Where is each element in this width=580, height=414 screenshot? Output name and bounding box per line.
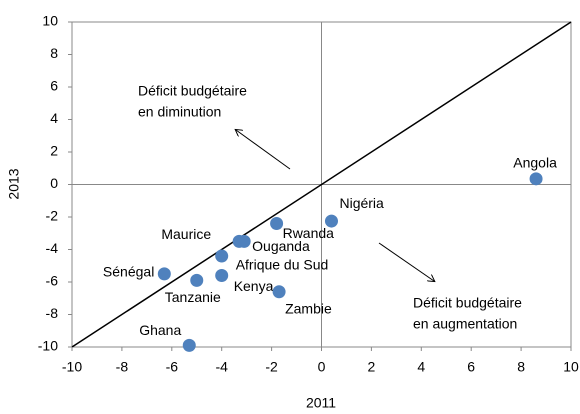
annotation: en diminution — [138, 104, 221, 120]
point — [215, 269, 229, 282]
arrow — [236, 130, 291, 170]
x-tick-label: 8 — [517, 359, 525, 375]
x-axis-title: 2011 — [306, 395, 336, 411]
point — [157, 267, 171, 281]
arrow — [378, 242, 434, 281]
x-tick-label: -2 — [265, 359, 278, 375]
point-label: Nigéria — [339, 195, 384, 211]
x-tick-label: -4 — [215, 359, 228, 375]
point-label: Zambie — [285, 300, 332, 316]
y-tick-label: 0 — [50, 175, 58, 191]
diagonal — [71, 21, 572, 348]
x-tick-label: 2 — [368, 359, 376, 375]
point — [182, 338, 196, 352]
y-tick-label: -6 — [46, 273, 59, 289]
y-tick-label: 8 — [50, 45, 58, 61]
y-axis-title: 2013 — [6, 168, 22, 199]
point — [272, 285, 286, 299]
y-tick-label: 10 — [42, 13, 58, 29]
point-label: Ghana — [139, 322, 181, 338]
x-tick-label: -6 — [166, 359, 179, 375]
point — [190, 273, 204, 287]
annotation: Déficit budgétaire — [138, 83, 247, 99]
y-tick-label: 4 — [50, 110, 58, 126]
point — [215, 249, 229, 263]
point — [324, 214, 338, 228]
point — [237, 234, 251, 248]
y-tick-label: 6 — [50, 78, 58, 94]
x-tick-label: 6 — [467, 359, 475, 375]
point-label: Maurice — [161, 226, 211, 242]
x-tick-label: -8 — [116, 359, 129, 375]
point-label: Rwanda — [283, 225, 335, 241]
point-label: Sénégal — [103, 264, 154, 280]
x-tick-label: 4 — [417, 359, 425, 375]
x-tick-label: 10 — [563, 359, 579, 375]
point — [270, 217, 284, 230]
y-tick-label: -2 — [46, 208, 59, 224]
x-tick-label: -10 — [62, 359, 82, 375]
x-tick-label: 0 — [318, 359, 326, 375]
point-label: Afrique du Sud — [236, 257, 329, 273]
y-tick-label: -4 — [46, 240, 59, 256]
point-label: Angola — [513, 155, 557, 171]
point-label: Kenya — [234, 278, 274, 294]
y-tick-label: 2 — [50, 143, 58, 159]
point-label: Ouganda — [252, 238, 310, 254]
y-tick-label: -8 — [46, 305, 59, 321]
point — [529, 172, 543, 186]
annotation: en augmentation — [413, 316, 517, 332]
point-label: Tanzanie — [165, 289, 221, 305]
y-tick-label: -10 — [38, 338, 58, 354]
annotation: Déficit budgétaire — [413, 295, 522, 311]
